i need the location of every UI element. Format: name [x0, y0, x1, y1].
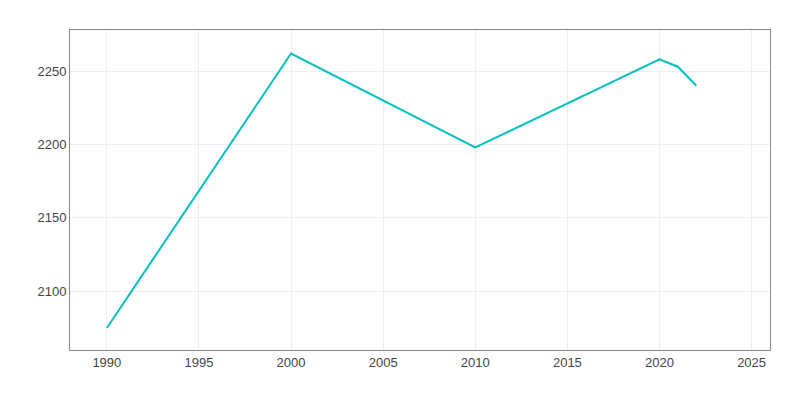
- svg-text:2250: 2250: [37, 64, 66, 79]
- svg-text:2025: 2025: [737, 355, 766, 370]
- svg-text:2005: 2005: [369, 355, 398, 370]
- svg-text:1990: 1990: [92, 355, 121, 370]
- svg-text:2150: 2150: [37, 210, 66, 225]
- svg-text:2015: 2015: [553, 355, 582, 370]
- svg-text:2200: 2200: [37, 137, 66, 152]
- svg-text:2010: 2010: [461, 355, 490, 370]
- svg-text:2000: 2000: [277, 355, 306, 370]
- svg-text:2100: 2100: [37, 284, 66, 299]
- svg-text:2020: 2020: [645, 355, 674, 370]
- svg-text:1995: 1995: [184, 355, 213, 370]
